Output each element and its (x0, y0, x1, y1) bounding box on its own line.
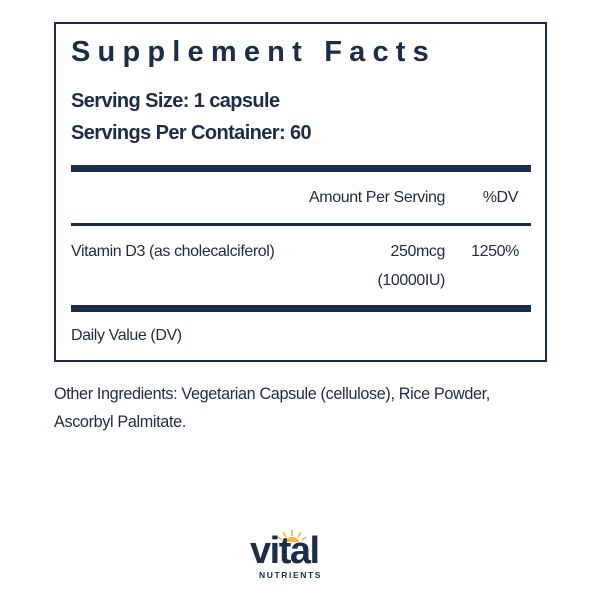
nutrient-name: Vitamin D3 (as cholecalciferol) (71, 243, 275, 260)
brand-subtitle: NUTRIENTS (259, 570, 323, 580)
thick-divider (71, 305, 531, 312)
other-ingredients-line-1: Other Ingredients: Vegetarian Capsule (c… (54, 385, 490, 403)
daily-value-footnote: Daily Value (DV) (71, 327, 182, 344)
thick-divider (71, 165, 531, 172)
sun-icon (277, 530, 307, 542)
header-amount: Amount Per Serving (309, 189, 445, 206)
brand-name: vital (250, 530, 320, 572)
header-dv: %DV (482, 189, 519, 206)
other-ingredients-line-2: Ascorbyl Palmitate. (54, 413, 186, 431)
servings-per-container: Servings Per Container: 60 (71, 122, 312, 144)
nutrient-dv: 1250% (471, 243, 519, 260)
nutrient-amount: 250mcg (390, 243, 445, 260)
nutrient-amount-iu: (10000IU) (377, 272, 445, 289)
vital-nutrients-logo: vital NUTRIENTS (250, 528, 350, 582)
panel-title: Supplement Facts (71, 36, 436, 68)
supplement-facts-panel (54, 22, 547, 362)
serving-size: Serving Size: 1 capsule (71, 90, 280, 112)
thin-divider (71, 223, 531, 226)
